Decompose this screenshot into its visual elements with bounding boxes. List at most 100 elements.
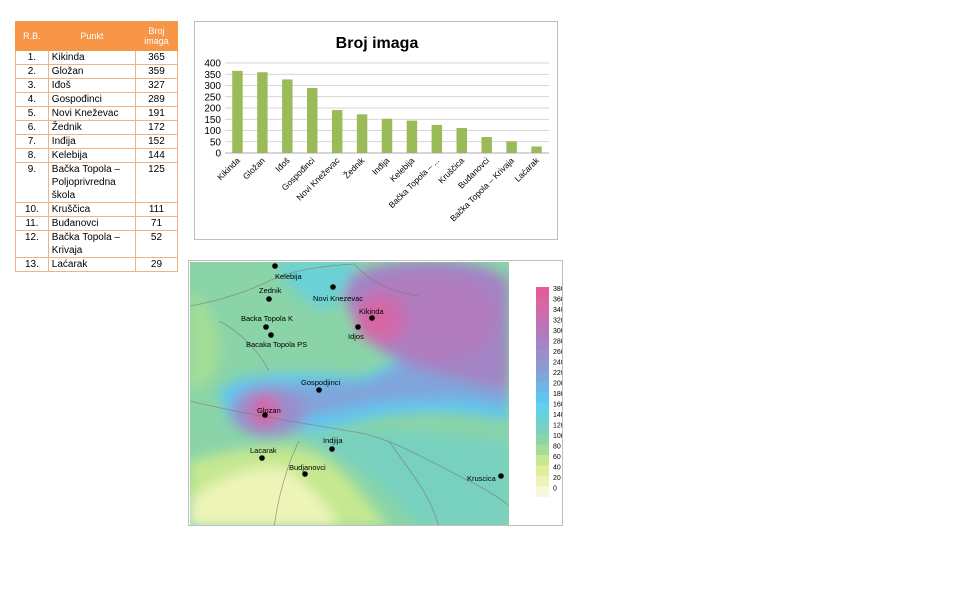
colorbar-swatch <box>536 465 549 476</box>
colorbar-swatch <box>536 297 549 308</box>
map-point-marker <box>302 471 308 477</box>
map-field <box>190 262 509 525</box>
table-row: 9. Bačka Topola – Poljoprivredna škola 125 <box>15 162 179 203</box>
cell-broj: 111 <box>134 202 179 217</box>
bar <box>306 87 318 153</box>
cell-punkt: Laćarak <box>47 257 136 272</box>
y-tick-label: 250 <box>204 92 221 103</box>
colorbar-tick-label: 20 <box>553 475 561 482</box>
y-tick-label: 0 <box>215 149 221 160</box>
cell-rb: 2. <box>15 64 49 79</box>
header-punkt: Punkt <box>47 21 136 51</box>
table-row: 2. Gložan 359 <box>15 64 179 79</box>
y-tick-label: 400 <box>204 59 221 70</box>
cell-punkt: Kelebija <box>47 148 136 163</box>
cell-rb: 11. <box>15 216 49 231</box>
colorbar-swatch <box>536 318 549 329</box>
map-point-marker <box>329 446 335 452</box>
y-tick-label: 50 <box>210 137 222 148</box>
x-tick-label: Iđoš <box>273 155 291 173</box>
colorbar-tick-label: 120 <box>553 423 563 430</box>
colorbar-tick-label: 280 <box>553 339 563 346</box>
cell-broj: 125 <box>134 162 179 203</box>
map-point-label: Zednik <box>259 286 282 295</box>
cell-punkt: Žednik <box>47 120 136 135</box>
cell-broj: 152 <box>134 134 179 149</box>
colorbar-tick-label: 60 <box>553 454 561 461</box>
cell-broj: 144 <box>134 148 179 163</box>
y-tick-label: 300 <box>204 81 221 92</box>
bar-chart: Broj imaga 0 50 100 150 200 250 300 350 400 Kikind… <box>194 21 558 240</box>
map-point-marker <box>316 387 322 393</box>
map-point-label: Gospodjinci <box>301 378 341 387</box>
colorbar-swatch <box>536 486 549 497</box>
table-row: 1. Kikinda 365 <box>15 50 179 65</box>
table-row: 12. Bačka Topola – Krivaja 52 <box>15 230 179 258</box>
cell-broj: 289 <box>134 92 179 107</box>
colorbar-tick-label: 40 <box>553 465 561 472</box>
cell-punkt: Kruščica <box>47 202 136 217</box>
table-row: 5. Novi Kneževac 191 <box>15 106 179 121</box>
bar-chart-svg: Broj imaga050100150200250300350400Kikind… <box>204 35 549 223</box>
colorbar-tick-label: 200 <box>553 381 563 388</box>
colorbar-swatch <box>536 455 549 466</box>
map-point-marker <box>262 412 268 418</box>
map-point-marker <box>266 296 272 302</box>
x-tick-label: Inđija <box>370 155 392 177</box>
heat-map: Kelebija Zednik Novi Knezevac Kikinda Backa … <box>188 260 563 526</box>
header-broj-line1: Broj <box>148 26 165 36</box>
y-tick-label: 100 <box>204 126 221 137</box>
colorbar-tick-label: 0 <box>553 486 557 493</box>
map-point-label: Kruscica <box>467 474 497 483</box>
colorbar-swatch <box>536 381 549 392</box>
colorbar-swatch <box>536 350 549 361</box>
cell-broj: 29 <box>134 257 179 272</box>
cell-broj: 172 <box>134 120 179 135</box>
cell-rb: 4. <box>15 92 49 107</box>
bar <box>506 141 517 153</box>
colorbar-tick-label: 80 <box>553 444 561 451</box>
colorbar-tick-label: 140 <box>553 412 563 419</box>
x-tick-label: Laćarak <box>512 155 541 184</box>
colorbar-tick-label: 100 <box>553 433 563 440</box>
x-tick-label: Žednik <box>341 155 367 181</box>
cell-punkt: Bačka Topola – Krivaja <box>47 230 136 258</box>
map-point-label: Bacaka Topola PS <box>246 340 307 349</box>
colorbar-tick-label: 240 <box>553 360 563 367</box>
bar <box>406 120 418 153</box>
colorbar-tick-label: 260 <box>553 349 563 356</box>
bar <box>431 124 443 153</box>
map-point-label: Lacarak <box>250 446 277 455</box>
colorbar-tick-label: 220 <box>553 370 563 377</box>
map-point-marker <box>259 455 265 461</box>
table-row: 4. Gospođinci 289 <box>15 92 179 107</box>
map-point-marker <box>330 284 336 290</box>
colorbar-swatch <box>536 360 549 371</box>
map-point-marker <box>268 332 274 338</box>
bar <box>282 79 293 153</box>
y-tick-label: 200 <box>204 104 221 115</box>
map-point-marker <box>272 263 278 269</box>
table-row: 7. Inđija 152 <box>15 134 179 149</box>
cell-rb: 12. <box>15 230 49 258</box>
cell-punkt: Kikinda <box>47 50 136 65</box>
bar <box>481 137 492 153</box>
header-broj: Broj imaga <box>134 21 179 51</box>
colorbar-swatch <box>536 413 549 424</box>
table-row: 13. Laćarak 29 <box>15 257 179 272</box>
bar <box>331 110 343 153</box>
bar <box>257 72 268 153</box>
map-point-label: Idjos <box>348 332 364 341</box>
map-point-label: Kikinda <box>359 307 384 316</box>
map-point-label: Novi Knezevac <box>313 294 363 303</box>
border-lines <box>190 263 509 525</box>
cell-punkt: Iđoš <box>47 78 136 93</box>
cell-broj: 365 <box>134 50 179 65</box>
bar <box>356 114 368 153</box>
cell-rb: 13. <box>15 257 49 272</box>
cell-rb: 5. <box>15 106 49 121</box>
cell-rb: 7. <box>15 134 49 149</box>
cell-punkt: Gložan <box>47 64 136 79</box>
data-table: R.B. Punkt Broj imaga 1. Kikinda 365 2. Glož… <box>15 21 179 272</box>
colorbar-swatch <box>536 423 549 434</box>
